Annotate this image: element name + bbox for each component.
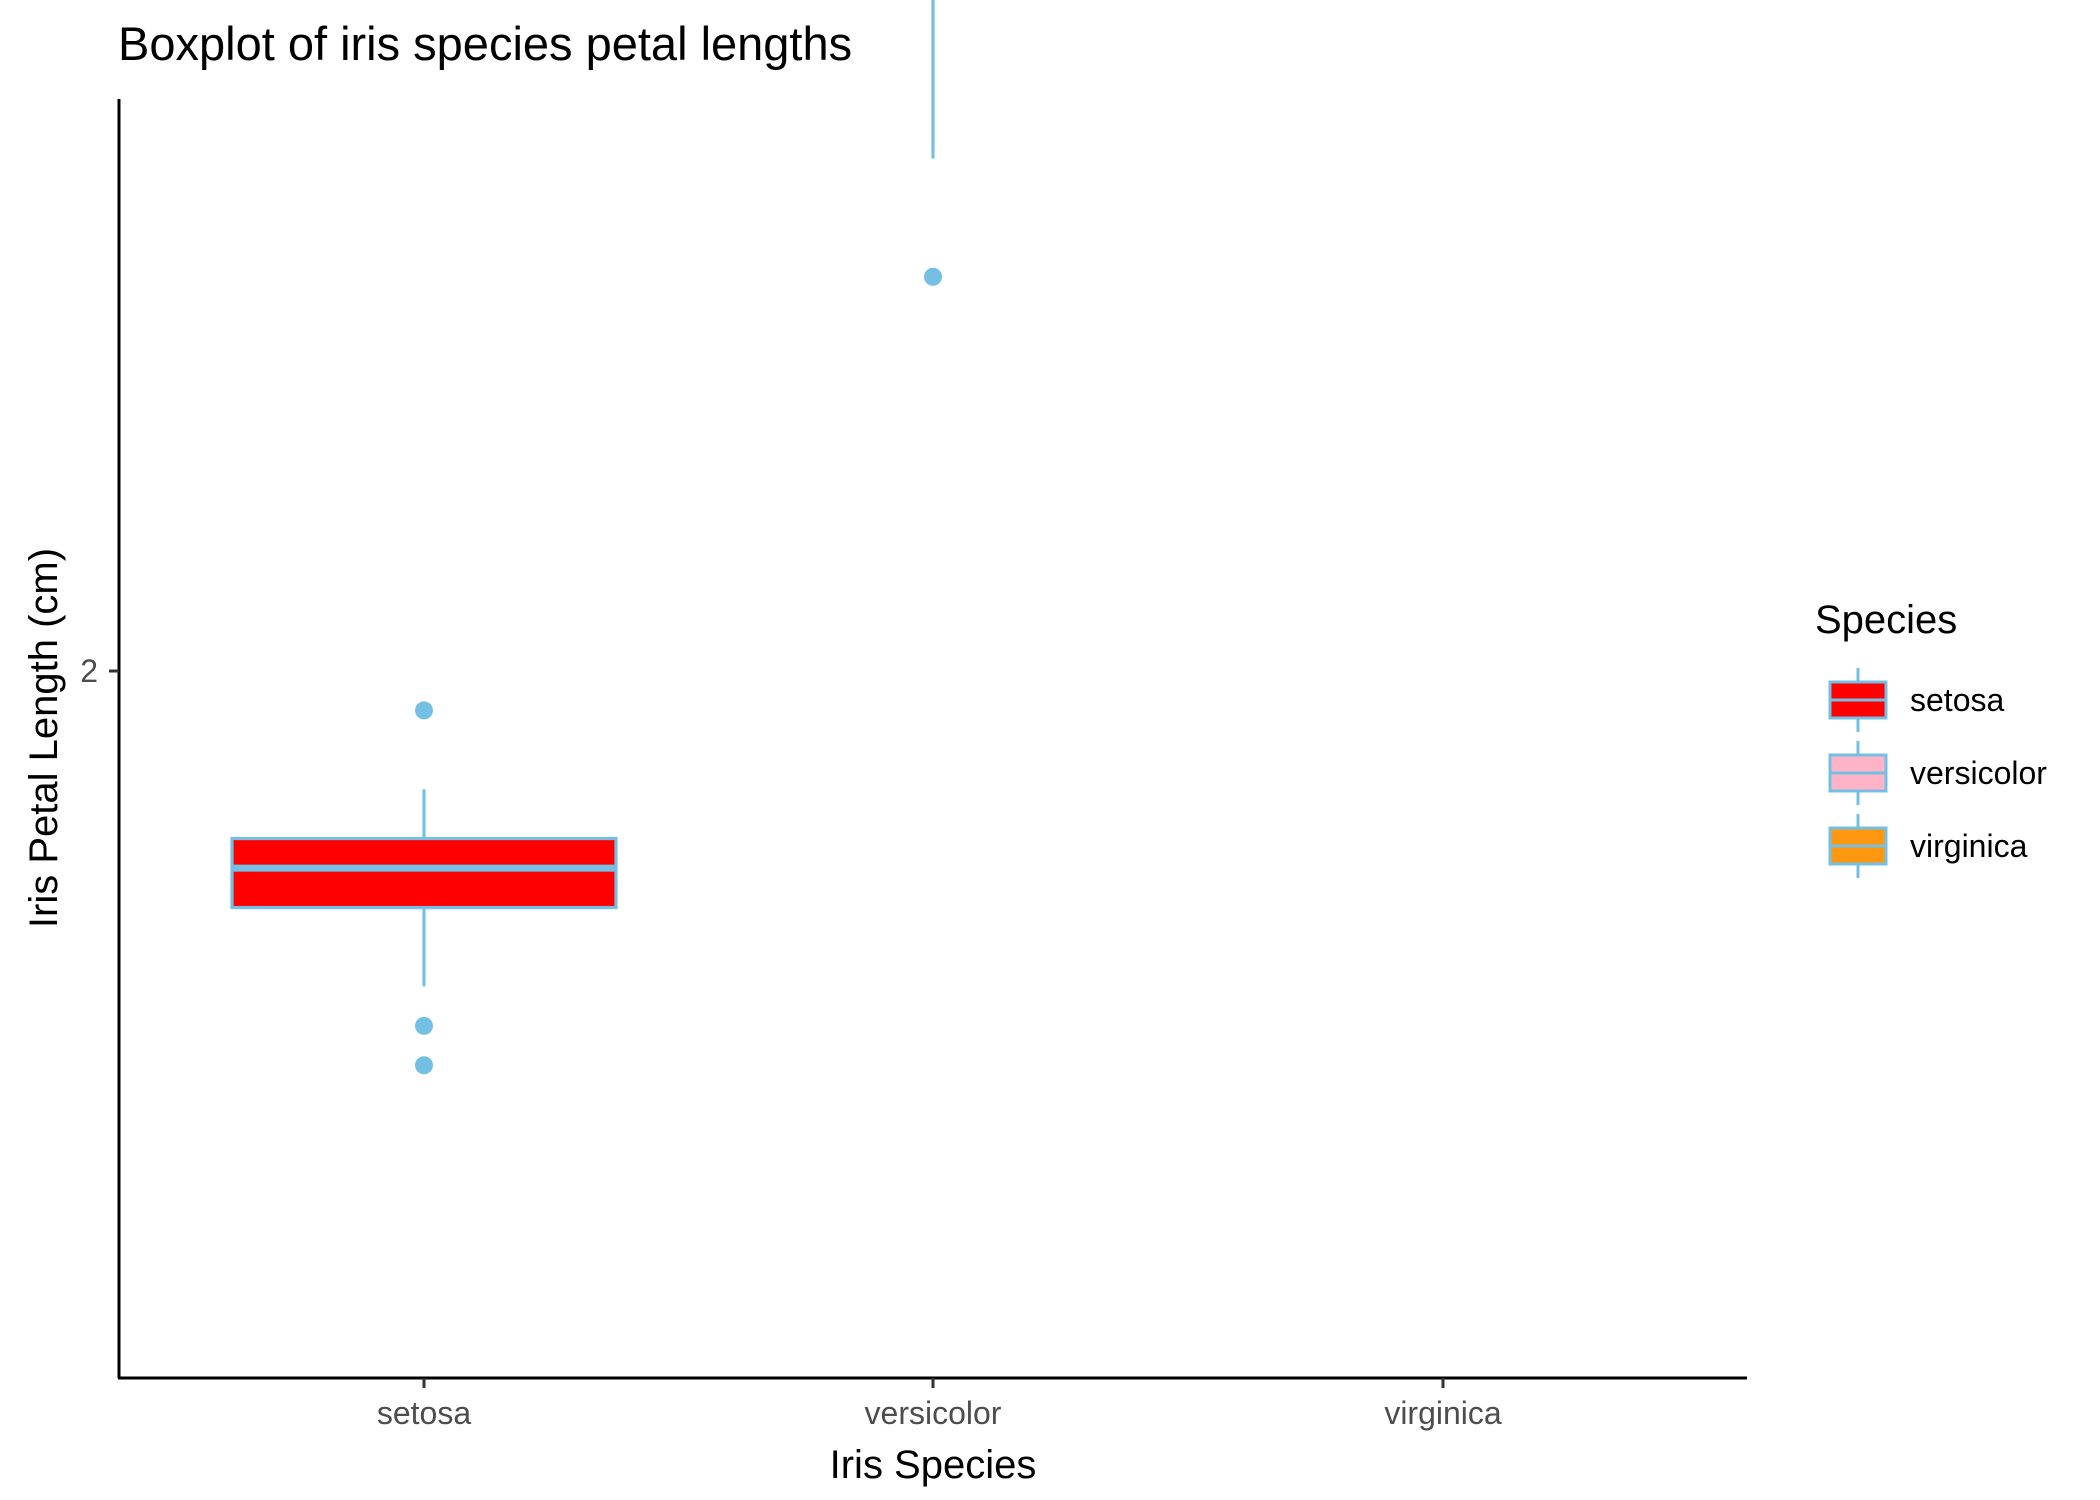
y-tick-label: 2 — [80, 653, 98, 689]
x-axis-title: Iris Species — [830, 1443, 1037, 1487]
legend-label: setosa — [1910, 682, 2004, 718]
outlier-point — [924, 267, 942, 286]
outlier-point — [415, 1016, 433, 1035]
x-tick-label: versicolor — [865, 1395, 1002, 1431]
outlier-point — [415, 701, 433, 720]
legend-item-setosa: setosa — [1828, 668, 2004, 732]
legend: Species setosa versicolor virginica — [1815, 598, 2047, 878]
x-tick-label: virginica — [1384, 1395, 1502, 1431]
legend-title: Species — [1815, 598, 1957, 642]
box-versicolor — [924, 0, 942, 286]
box-setosa — [230, 701, 618, 1075]
legend-label: virginica — [1910, 828, 2028, 864]
plot-area — [230, 0, 942, 1075]
outlier-point — [415, 1056, 433, 1075]
iqr-box — [230, 836, 618, 910]
y-axis-title: Iris Petal Length (cm) — [22, 548, 66, 928]
x-tick-label: setosa — [377, 1395, 471, 1431]
axes: 246setosaversicolorvirginica — [80, 99, 1747, 1431]
legend-label: versicolor — [1910, 755, 2047, 791]
legend-item-versicolor: versicolor — [1828, 741, 2047, 805]
chart-title: Boxplot of iris species petal lengths — [118, 17, 852, 70]
legend-item-virginica: virginica — [1828, 814, 2028, 878]
